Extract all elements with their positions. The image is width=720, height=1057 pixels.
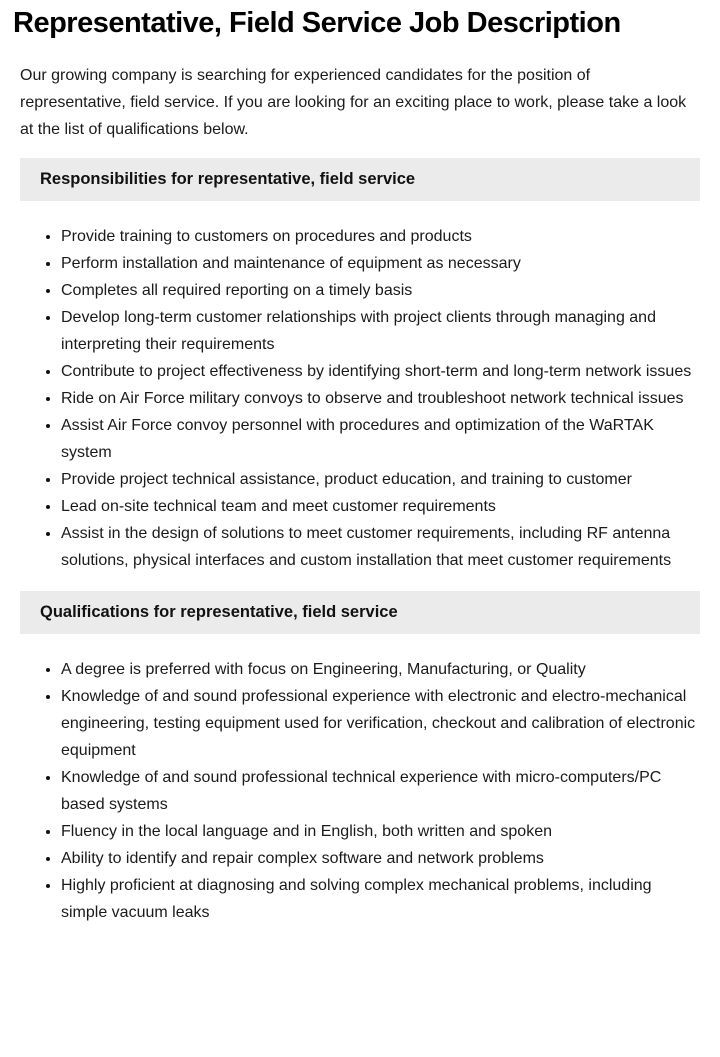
list-item: Highly proficient at diagnosing and solv… <box>61 872 700 926</box>
intro-paragraph: Our growing company is searching for exp… <box>20 67 687 138</box>
list-item: A degree is preferred with focus on Engi… <box>61 656 700 683</box>
list-item: Knowledge of and sound professional expe… <box>61 683 700 764</box>
job-description-page: Representative, Field Service Job Descri… <box>0 0 720 973</box>
list-item: Assist Air Force convoy personnel with p… <box>61 412 700 466</box>
qualifications-heading: Qualifications for representative, field… <box>40 603 398 621</box>
list-item: Fluency in the local language and in Eng… <box>61 818 700 845</box>
list-item: Completes all required reporting on a ti… <box>61 277 700 304</box>
responsibilities-heading: Responsibilities for representative, fie… <box>40 170 416 188</box>
responsibilities-section: Responsibilities for representative, fie… <box>20 158 700 574</box>
responsibilities-header: Responsibilities for representative, fie… <box>20 158 700 201</box>
list-item: Provide project technical assistance, pr… <box>61 466 700 493</box>
qualifications-section: Qualifications for representative, field… <box>20 591 700 926</box>
page-title: Representative, Field Service Job Descri… <box>13 7 621 39</box>
list-item: Provide training to customers on procedu… <box>61 223 700 250</box>
list-item: Perform installation and maintenance of … <box>61 250 700 277</box>
list-item: Ability to identify and repair complex s… <box>61 845 700 872</box>
list-item: Lead on-site technical team and meet cus… <box>61 493 700 520</box>
responsibilities-list: Provide training to customers on procedu… <box>20 223 700 574</box>
qualifications-list: A degree is preferred with focus on Engi… <box>20 656 700 926</box>
list-item: Develop long-term customer relationships… <box>61 304 700 358</box>
list-item: Knowledge of and sound professional tech… <box>61 764 700 818</box>
qualifications-header: Qualifications for representative, field… <box>20 591 700 634</box>
list-item: Assist in the design of solutions to mee… <box>61 520 700 574</box>
list-item: Ride on Air Force military convoys to ob… <box>61 385 700 412</box>
list-item: Contribute to project effectiveness by i… <box>61 358 700 385</box>
